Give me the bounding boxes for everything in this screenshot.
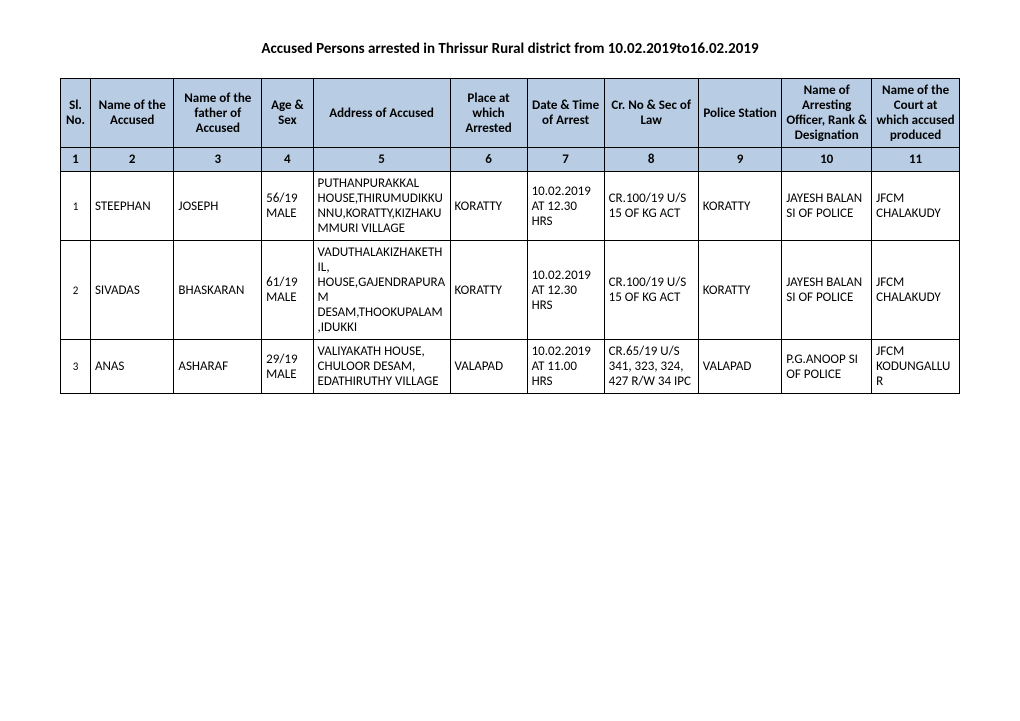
cell-court: JFCM CHALAKUDY [872,241,960,340]
cell-crno: CR.100/19 U/S 15 OF KG ACT [604,241,698,340]
col-header-place: Place at which Arrested [450,79,527,148]
cell-place: VALAPAD [450,340,527,394]
cell-sl: 3 [61,340,91,394]
col-num: 3 [174,148,262,172]
cell-station: VALAPAD [698,340,781,394]
cell-agesex: 61/19 MALE [262,241,313,340]
cell-address: VALIYAKATH HOUSE, CHULOOR DESAM, EDATHIR… [313,340,450,394]
cell-station: KORATTY [698,172,781,241]
col-num: 10 [782,148,872,172]
cell-address: PUTHANPURAKKAL HOUSE,THIRUMUDIKKUNNU,KOR… [313,172,450,241]
cell-father: ASHARAF [174,340,262,394]
col-header-agesex: Age & Sex [262,79,313,148]
col-num: 11 [872,148,960,172]
col-header-address: Address of Accused [313,79,450,148]
col-header-station: Police Station [698,79,781,148]
cell-place: KORATTY [450,241,527,340]
col-header-sl: Sl. No. [61,79,91,148]
col-header-name: Name of the Accused [90,79,173,148]
cell-court: JFCM CHALAKUDY [872,172,960,241]
col-num: 2 [90,148,173,172]
table-row: 1 STEEPHAN JOSEPH 56/19 MALE PUTHANPURAK… [61,172,960,241]
table-row: 2 SIVADAS BHASKARAN 61/19 MALE VADUTHALA… [61,241,960,340]
cell-station: KORATTY [698,241,781,340]
cell-sl: 2 [61,241,91,340]
col-header-crno: Cr. No & Sec of Law [604,79,698,148]
cell-father: BHASKARAN [174,241,262,340]
col-num: 5 [313,148,450,172]
cell-officer: P.G.ANOOP SI OF POLICE [782,340,872,394]
cell-place: KORATTY [450,172,527,241]
table-row: 3 ANAS ASHARAF 29/19 MALE VALIYAKATH HOU… [61,340,960,394]
cell-officer: JAYESH BALAN SI OF POLICE [782,241,872,340]
cell-datetime: 10.02.2019 AT 12.30 HRS [527,241,604,340]
cell-name: ANAS [90,340,173,394]
col-num: 1 [61,148,91,172]
col-num: 4 [262,148,313,172]
cell-datetime: 10.02.2019 AT 12.30 HRS [527,172,604,241]
col-num: 6 [450,148,527,172]
arrest-table: Sl. No. Name of the Accused Name of the … [60,78,960,394]
table-body: 1 STEEPHAN JOSEPH 56/19 MALE PUTHANPURAK… [61,172,960,394]
cell-name: STEEPHAN [90,172,173,241]
cell-agesex: 29/19 MALE [262,340,313,394]
col-num: 7 [527,148,604,172]
col-header-officer: Name of Arresting Officer, Rank & Design… [782,79,872,148]
cell-officer: JAYESH BALAN SI OF POLICE [782,172,872,241]
table-header-row: Sl. No. Name of the Accused Name of the … [61,79,960,148]
col-num: 9 [698,148,781,172]
cell-name: SIVADAS [90,241,173,340]
cell-court: JFCM KODUNGALLUR [872,340,960,394]
cell-address: VADUTHALAKIZHAKETHIL, HOUSE,GAJENDRAPURA… [313,241,450,340]
page-title: Accused Persons arrested in Thrissur Rur… [60,40,960,58]
col-num: 8 [604,148,698,172]
cell-crno: CR.100/19 U/S 15 OF KG ACT [604,172,698,241]
cell-father: JOSEPH [174,172,262,241]
table-column-number-row: 1 2 3 4 5 6 7 8 9 10 11 [61,148,960,172]
col-header-father: Name of the father of Accused [174,79,262,148]
cell-sl: 1 [61,172,91,241]
cell-crno: CR.65/19 U/S 341, 323, 324, 427 R/W 34 I… [604,340,698,394]
col-header-datetime: Date & Time of Arrest [527,79,604,148]
cell-agesex: 56/19 MALE [262,172,313,241]
col-header-court: Name of the Court at which accused produ… [872,79,960,148]
cell-datetime: 10.02.2019 AT 11.00 HRS [527,340,604,394]
